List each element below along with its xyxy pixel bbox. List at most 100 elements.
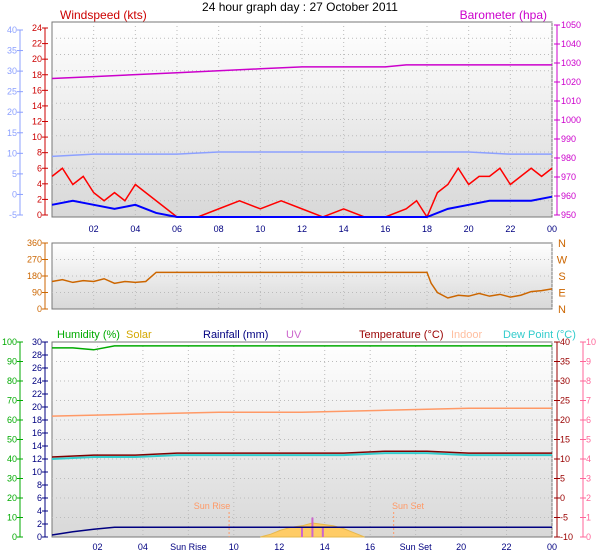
temperature-bg-tick-label: 5 (12, 169, 17, 179)
windspeed-tick-label: 18 (32, 70, 42, 80)
temperature-bg-tick-label: 30 (7, 66, 17, 76)
windspeed-tick-label: 16 (32, 85, 42, 95)
rainfall-tick-label: 8 (37, 480, 42, 490)
windspeed-tick-label: 14 (32, 101, 42, 111)
rainfall-tick-label: 28 (32, 350, 42, 360)
wind-direction-line (51, 271, 553, 299)
sun-set-annotation: Sun Set (392, 501, 425, 511)
x-tick-label: 04 (130, 224, 140, 234)
x-tick-label: 02 (92, 542, 102, 552)
uv-index-tick-label: 7 (586, 396, 591, 406)
direction-tick-label: 180 (27, 271, 42, 281)
temperature-tick-label: 30 (560, 376, 570, 386)
x-tick-label: 20 (456, 542, 466, 552)
barometer-tick-label: 960 (561, 191, 576, 201)
barometer-tick-label: 990 (561, 134, 576, 144)
humidity-tick-label: 20 (7, 493, 17, 503)
temperature-bg-tick-label: 20 (7, 107, 17, 117)
barometer-tick-label: 980 (561, 153, 576, 163)
x-tick-label: 18 (422, 224, 432, 234)
humidity-tick-label: 80 (7, 376, 17, 386)
compass-tick-label: N (558, 304, 566, 316)
compass-tick-label: W (557, 255, 568, 267)
windspeed-axis-title: Windspeed (kts) (60, 8, 147, 22)
temperature-bg-tick-label: 25 (7, 87, 17, 97)
temperature-tick-label: 0 (560, 493, 565, 503)
indoor-temperature-line (51, 407, 552, 417)
barometer-line (51, 64, 552, 80)
humidity-tick-label: 70 (7, 396, 17, 406)
uv-index-tick-label: 6 (586, 415, 591, 425)
barometer-tick-label: 1020 (561, 77, 581, 87)
legend-solar: Solar (126, 329, 152, 341)
x-tick-label: 22 (505, 224, 515, 234)
direction-tick-label: 90 (32, 288, 42, 298)
legend-rainfall: Rainfall (mm) (203, 329, 268, 341)
rainfall-tick-label: 10 (32, 467, 42, 477)
windspeed-tick-label: 22 (32, 39, 42, 49)
legend-indoor: Indoor (451, 329, 483, 341)
barometer-tick-label: 970 (561, 172, 576, 182)
rainfall-tick-label: 26 (32, 363, 42, 373)
temperature-tick-label: 20 (560, 415, 570, 425)
uv-index-tick-label: 5 (586, 435, 591, 445)
humidity-tick-label: 0 (12, 532, 17, 542)
rainfall-tick-label: 6 (37, 493, 42, 503)
barometer-tick-label: 950 (561, 210, 576, 220)
uv-index-tick-label: 4 (586, 454, 591, 464)
temperature-bg-tick-label: 35 (7, 46, 17, 56)
x-tick-label: 06 (172, 224, 182, 234)
windspeed-tick-label: 4 (37, 179, 42, 189)
temperature-bg-tick-label: 40 (7, 25, 17, 35)
windspeed-tick-label: 24 (32, 23, 42, 33)
wind-average-line (51, 195, 553, 218)
compass-tick-label: S (558, 271, 565, 283)
rainfall-tick-label: 0 (37, 532, 42, 542)
temperature-tick-label: 15 (560, 435, 570, 445)
x-tick-label: 04 (138, 542, 148, 552)
temperature-bg-tick-label: 0 (12, 189, 17, 199)
x-tick-label: 20 (464, 224, 474, 234)
humidity-tick-label: 30 (7, 474, 17, 484)
rainfall-tick-label: 18 (32, 415, 42, 425)
temperature-tick-label: 25 (560, 396, 570, 406)
x-tick-label: 14 (339, 224, 349, 234)
dew-point-line (51, 452, 552, 460)
temperature-line (51, 450, 552, 458)
windspeed-tick-label: 0 (37, 210, 42, 220)
windspeed-tick-label: 10 (32, 132, 42, 142)
rainfall-tick-label: 16 (32, 428, 42, 438)
humidity-tick-label: 90 (7, 357, 17, 367)
direction-tick-label: 0 (37, 304, 42, 314)
rainfall-tick-label: 20 (32, 402, 42, 412)
wind-gust-line (51, 166, 553, 219)
rainfall-tick-label: 24 (32, 376, 42, 386)
windspeed-tick-label: 6 (37, 163, 42, 173)
legend-humidity: Humidity (%) (57, 329, 120, 341)
rainfall-tick-label: 2 (37, 519, 42, 529)
temperature-tick-label: 40 (560, 337, 570, 347)
legend-uv: UV (286, 329, 302, 341)
windspeed-tick-label: 8 (37, 148, 42, 158)
x-tick-label: 02 (89, 224, 99, 234)
x-tick-label: 00 (547, 542, 557, 552)
rainfall-line (51, 526, 552, 536)
barometer-tick-label: 1010 (561, 96, 581, 106)
rainfall-tick-label: 30 (32, 337, 42, 347)
x-tick-label: Sun Set (400, 542, 433, 552)
barometer-tick-label: 1000 (561, 115, 581, 125)
humidity-tick-label: 40 (7, 454, 17, 464)
rainfall-tick-label: 22 (32, 389, 42, 399)
temperature-tick-label: -5 (560, 513, 568, 523)
x-tick-label: 22 (502, 542, 512, 552)
x-tick-label: 16 (380, 224, 390, 234)
barometer-axis-title: Barometer (hpa) (460, 8, 547, 22)
humidity-tick-label: 100 (2, 337, 17, 347)
x-tick-label: 16 (365, 542, 375, 552)
background-temperature-line (51, 151, 552, 158)
uv-index-tick-label: 3 (586, 474, 591, 484)
uv-index-tick-label: 8 (586, 376, 591, 386)
direction-tick-label: 270 (27, 255, 42, 265)
rainfall-tick-label: 4 (37, 506, 42, 516)
